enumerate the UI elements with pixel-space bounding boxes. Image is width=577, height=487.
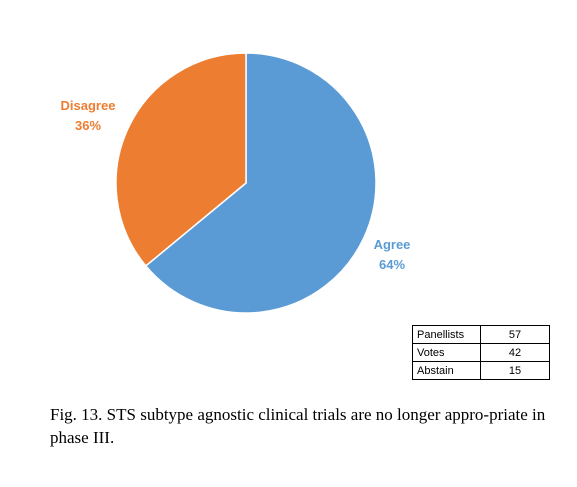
slice-value-agree: 64% [379,257,405,272]
pie-slice-agree [144,52,377,314]
pie-slice-disagree [115,52,247,267]
figure-caption: Fig. 13. STS subtype agnostic clinical t… [50,405,546,447]
table-cell-value: 57 [480,325,550,344]
table-row: Panellists 57 [412,325,550,344]
slice-label-agree: Agree [374,237,411,252]
votes-table: Panellists 57 Votes 42 Abstain 15 [412,325,550,380]
slice-label-disagree: Disagree [61,98,116,113]
table-cell-value: 42 [480,343,550,362]
slice-value-disagree: 36% [75,118,101,133]
pie-slices [115,52,377,314]
table-cell-label: Abstain [412,361,481,380]
table-cell-label: Votes [412,343,481,362]
table-row: Abstain 15 [412,361,550,380]
table-cell-value: 15 [480,361,550,380]
table-row: Votes 42 [412,343,550,362]
table-cell-label: Panellists [412,325,481,344]
